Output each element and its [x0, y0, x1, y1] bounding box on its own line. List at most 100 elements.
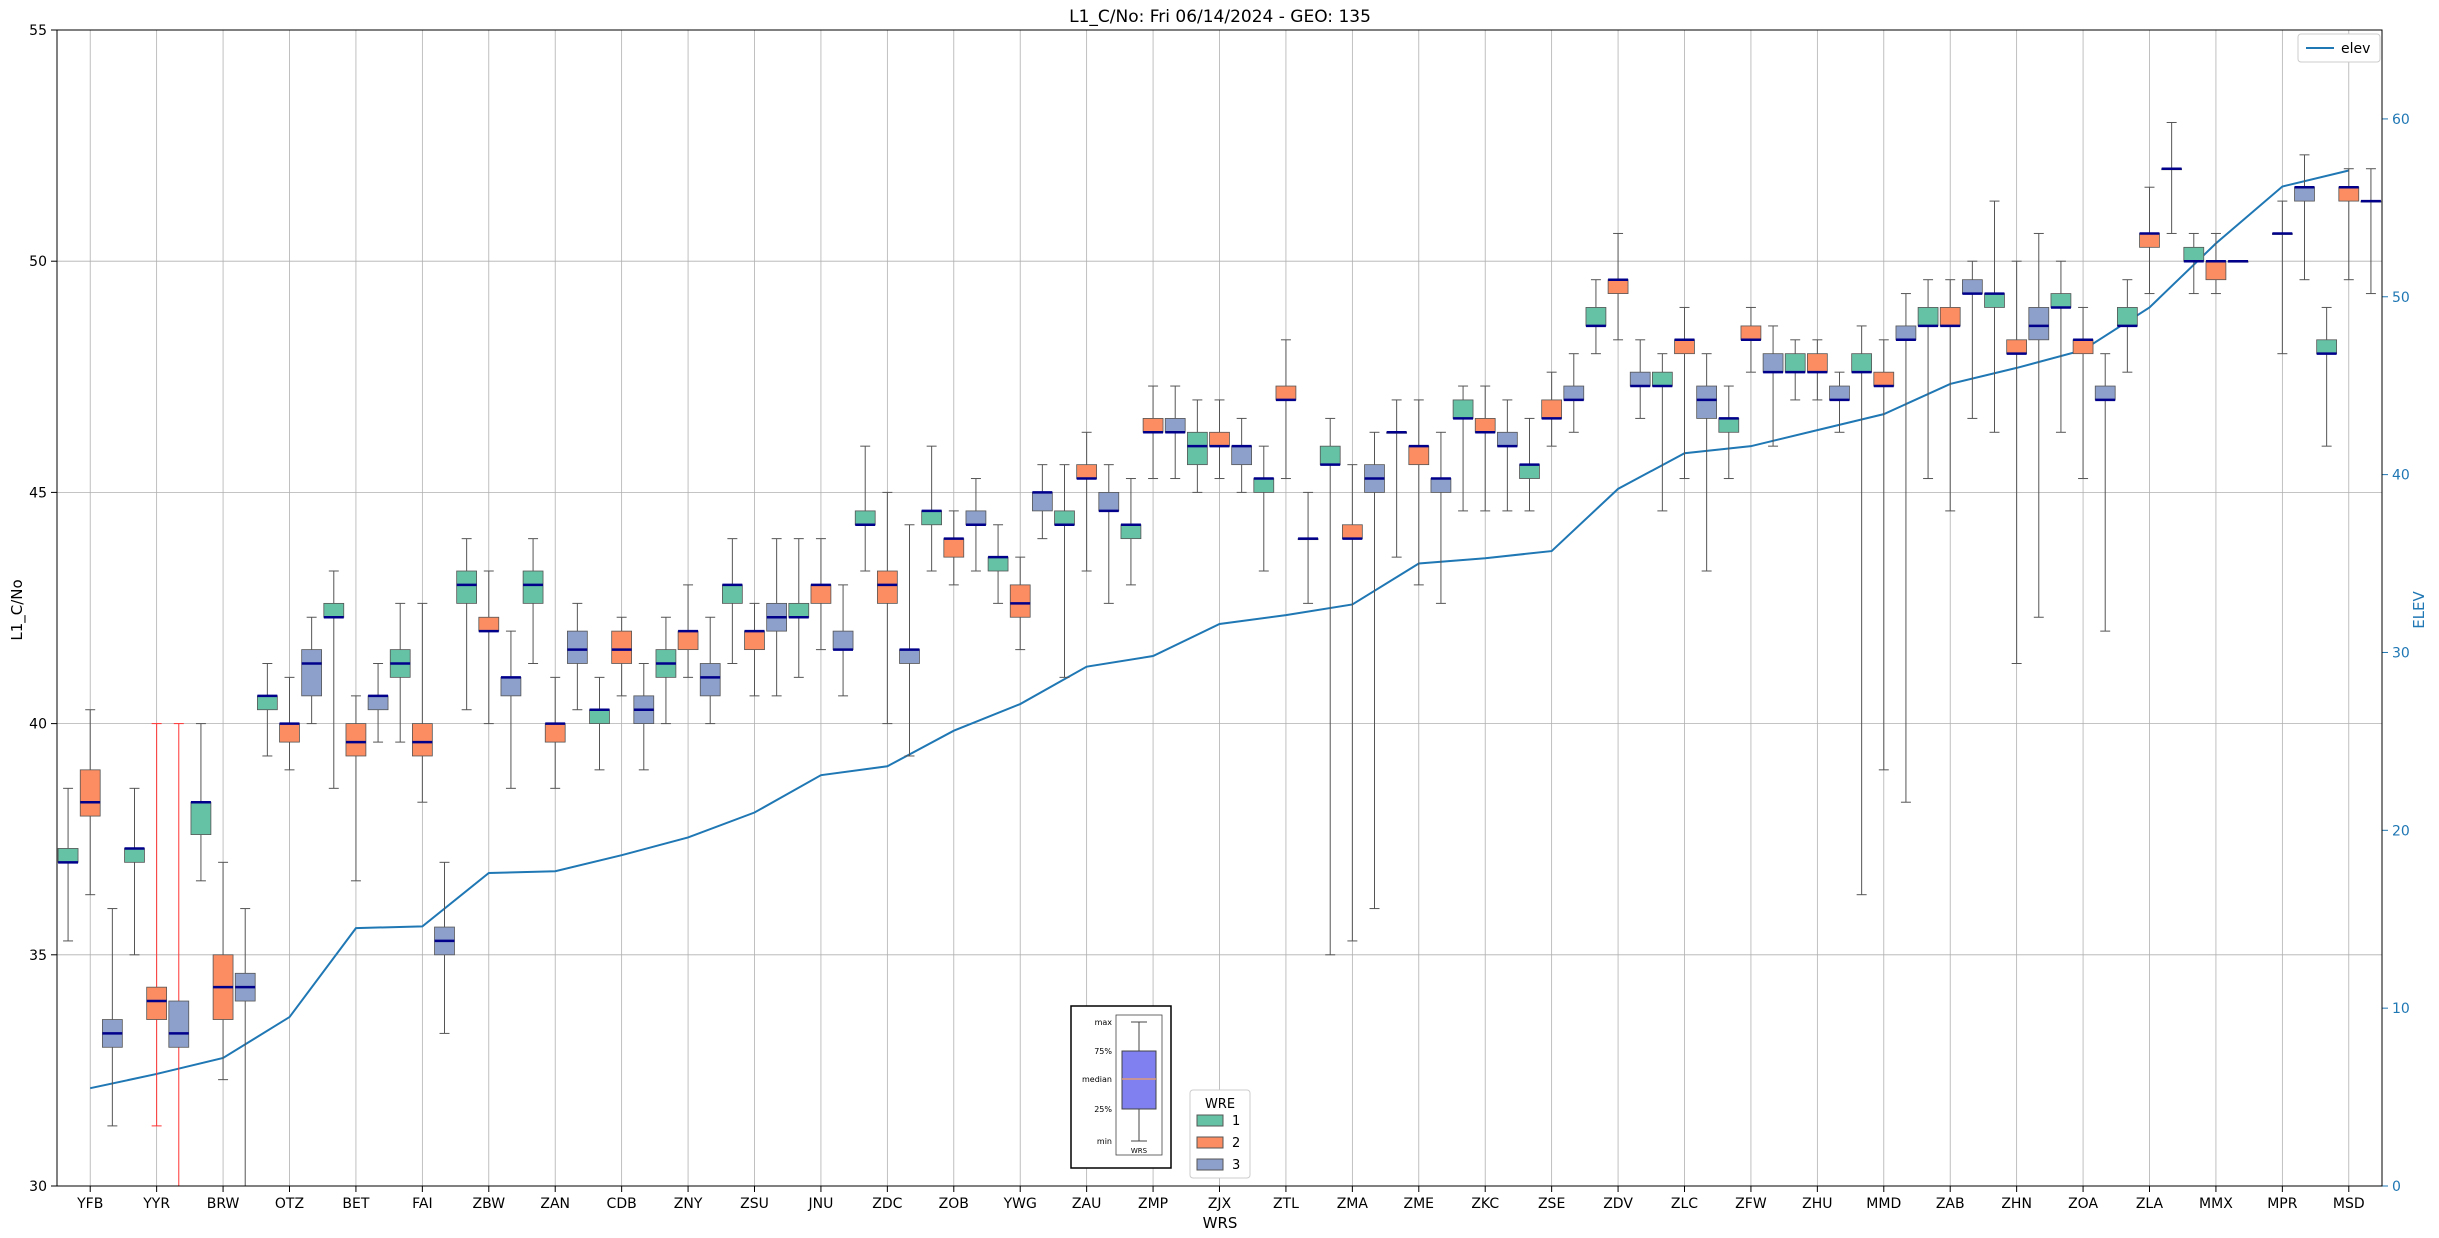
inset-label-median: median	[1082, 1075, 1112, 1084]
x-tick-label: ZMP	[1138, 1196, 1168, 1212]
box-iqr	[987, 556, 1009, 572]
box-iqr	[1696, 385, 1718, 419]
inset-box	[1121, 1050, 1157, 1110]
box-iqr	[744, 630, 765, 651]
box-iqr	[1231, 445, 1253, 466]
box-iqr	[2183, 246, 2205, 262]
plot-frame	[56, 29, 2383, 1187]
box-iqr	[788, 602, 810, 618]
box-iqr	[832, 630, 854, 651]
box-iqr	[367, 695, 389, 711]
box-iqr	[854, 510, 876, 526]
x-tick-label: ZDV	[1603, 1196, 1633, 1212]
y2-tick-label: 40	[2392, 468, 2410, 484]
box-iqr	[677, 630, 699, 651]
x-tick-label: ZFW	[1735, 1196, 1767, 1212]
box-iqr	[1164, 418, 1186, 433]
x-tick-label: MSD	[2333, 1196, 2365, 1212]
y-tick-label: 45	[29, 485, 47, 501]
x-axis-label: WRS	[1203, 1214, 1238, 1232]
x-tick-label: MMD	[1866, 1196, 1901, 1212]
x-tick-label: YWG	[1003, 1196, 1037, 1212]
box-iqr	[323, 602, 345, 618]
y-tick-label: 35	[29, 948, 47, 964]
box-iqr	[522, 570, 544, 604]
wre-legend-swatch-3	[1196, 1158, 1224, 1171]
box-iqr	[2139, 233, 2160, 248]
box-iqr	[168, 1000, 190, 1048]
box-iqr	[124, 848, 145, 863]
box-iqr	[1984, 293, 2005, 308]
y2-axis-label: ELEV	[2410, 590, 2428, 628]
x-tick-label: CDB	[607, 1196, 637, 1212]
y2-tick-label: 20	[2392, 823, 2410, 839]
x-tick-label: ZLC	[1671, 1196, 1698, 1212]
inset-inner-frame	[1115, 1014, 1163, 1156]
box-iqr	[279, 723, 300, 743]
x-tick-label: ZOA	[2068, 1196, 2098, 1212]
x-tick-label: YYR	[142, 1196, 170, 1212]
box-iqr	[876, 570, 898, 604]
box-iqr	[611, 630, 633, 664]
box-iqr	[1031, 491, 1053, 512]
box-iqr	[1718, 418, 1740, 433]
x-tick-label: ZME	[1404, 1196, 1435, 1212]
box-iqr	[301, 649, 323, 697]
box-iqr	[1319, 445, 1341, 466]
box-iqr	[1829, 385, 1850, 401]
y-tick-label: 30	[29, 1179, 47, 1195]
box-iqr	[566, 630, 588, 664]
box-iqr	[2338, 186, 2360, 202]
y2-tick-label: 0	[2392, 1179, 2401, 1195]
box-iqr	[965, 510, 987, 526]
elev-legend-label: elev	[2341, 41, 2370, 57]
wre-legend-title: WRE	[1205, 1097, 1235, 1112]
box-iqr	[1607, 279, 1629, 294]
inset-label-q1: 25%	[1094, 1105, 1112, 1114]
x-tick-label: ZSU	[740, 1196, 769, 1212]
chart-title: L1_C/No: Fri 06/14/2024 - GEO: 135	[1069, 7, 1371, 27]
x-tick-label: YFB	[76, 1196, 103, 1212]
box-iqr	[1054, 510, 1075, 526]
y-tick-label: 50	[29, 254, 47, 270]
box-iqr	[1474, 418, 1496, 433]
wre-legend-frame	[1189, 1089, 1251, 1179]
box-iqr	[1452, 399, 1474, 419]
box-iqr	[2294, 186, 2315, 202]
y2-tick-label: 10	[2392, 1001, 2410, 1017]
box-iqr	[57, 848, 79, 863]
box-iqr	[1519, 464, 1540, 479]
box-iqr	[899, 649, 920, 664]
box-iqr	[1939, 307, 1961, 327]
box-iqr	[1740, 325, 1762, 341]
box-iqr	[721, 584, 743, 604]
box-iqr	[500, 676, 522, 697]
box-iqr	[921, 510, 943, 526]
box-iqr	[1120, 524, 1142, 540]
x-tick-label: MPR	[2267, 1196, 2298, 1212]
x-tick-label: BET	[342, 1196, 369, 1212]
box-iqr	[1076, 464, 1098, 479]
box-iqr	[1585, 307, 1607, 327]
x-tick-label: ZBW	[473, 1196, 506, 1212]
y2-tick-label: 30	[2392, 645, 2410, 661]
x-tick-label: BRW	[207, 1196, 240, 1212]
x-tick-label: ZAB	[1936, 1196, 1965, 1212]
box-iqr	[478, 616, 500, 632]
box-iqr	[1961, 279, 1983, 294]
inset-label-xaxis: WRS	[1131, 1147, 1148, 1155]
grid-lines	[57, 29, 2382, 1187]
box-iqr	[2006, 339, 2028, 355]
box-iqr	[1895, 325, 1917, 341]
wre-legend-label-1: 1	[1232, 1114, 1240, 1129]
box-iqr	[1629, 371, 1651, 387]
box-iqr	[1851, 353, 1873, 373]
box-plots	[57, 121, 2382, 1186]
box-iqr	[1873, 371, 1895, 387]
x-tick-label: JNU	[807, 1196, 833, 1212]
box-iqr	[943, 538, 965, 558]
box-iqr	[256, 695, 278, 711]
box-iqr	[2028, 307, 2050, 341]
